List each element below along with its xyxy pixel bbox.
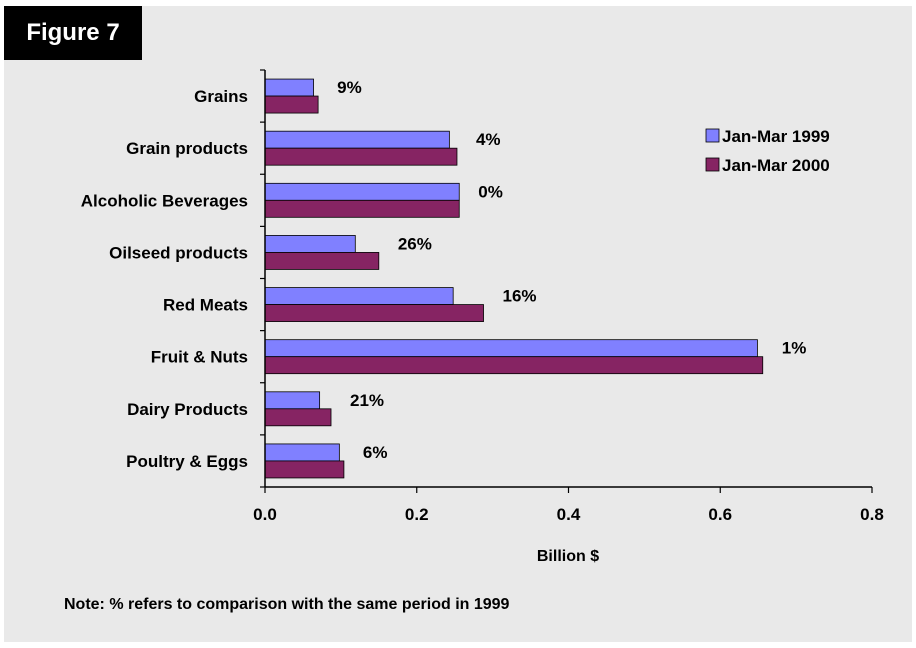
- change-label: 0%: [478, 182, 503, 201]
- change-label: 26%: [398, 234, 432, 253]
- bar-jan-mar-2000: [264, 199, 460, 218]
- x-axis-title: Billion $: [537, 548, 599, 565]
- change-label: 6%: [363, 443, 388, 462]
- bar-jan-mar-2000: [264, 147, 458, 166]
- change-label: 9%: [337, 78, 362, 97]
- bar-jan-mar-2000: [264, 356, 764, 375]
- bar-jan-mar-2000: [264, 460, 345, 479]
- change-label: 21%: [350, 391, 384, 410]
- change-label: 16%: [503, 287, 537, 306]
- figure-label: Figure 7: [4, 6, 142, 60]
- bar-jan-mar-2000: [264, 95, 319, 114]
- bar-jan-mar-1999: [264, 182, 460, 201]
- bar-jan-mar-1999: [264, 235, 356, 253]
- legend-label: Jan-Mar 1999: [722, 127, 830, 146]
- bar-jan-mar-1999: [264, 391, 321, 410]
- x-tick-label: 0.2: [405, 505, 429, 524]
- labels-layer: Grains 9% Grain products 4% Alcoholic Bevera…: [81, 78, 884, 524]
- change-label: 1%: [782, 339, 807, 358]
- category-label: Grain products: [126, 139, 248, 158]
- category-label: Oilseed products: [109, 243, 248, 262]
- bar-jan-mar-1999: [264, 339, 758, 358]
- bar-jan-mar-2000: [264, 304, 484, 322]
- category-label: Red Meats: [163, 296, 248, 315]
- category-label: Poultry & Eggs: [126, 452, 248, 471]
- axis-layer: [260, 69, 873, 493]
- category-label: Grains: [194, 87, 248, 106]
- legend-swatch-jan-mar-1999: [705, 128, 720, 143]
- category-label: Fruit & Nuts: [151, 348, 248, 367]
- bar-jan-mar-1999: [264, 78, 314, 97]
- legend-swatch-jan-mar-2000: [705, 157, 720, 172]
- category-label: Alcoholic Beverages: [81, 191, 248, 210]
- x-tick-label: 0.8: [860, 505, 884, 524]
- footnote: Note: % refers to comparison with the sa…: [64, 596, 510, 613]
- bars-layer: [264, 78, 764, 479]
- bar-jan-mar-1999: [264, 130, 450, 149]
- chart-panel: [4, 6, 912, 642]
- legend-label: Jan-Mar 2000: [722, 156, 830, 175]
- change-label: 4%: [476, 130, 501, 149]
- bar-jan-mar-2000: [264, 252, 380, 270]
- category-label: Dairy Products: [127, 400, 248, 419]
- bar-jan-mar-2000: [264, 408, 332, 427]
- bar-jan-mar-1999: [264, 443, 340, 462]
- x-tick-label: 0.4: [557, 505, 581, 524]
- legend: Jan-Mar 1999 Jan-Mar 2000: [705, 127, 830, 175]
- bar-jan-mar-1999: [264, 287, 454, 305]
- x-tick-label: 0.6: [708, 505, 732, 524]
- x-tick-label: 0.0: [253, 505, 277, 524]
